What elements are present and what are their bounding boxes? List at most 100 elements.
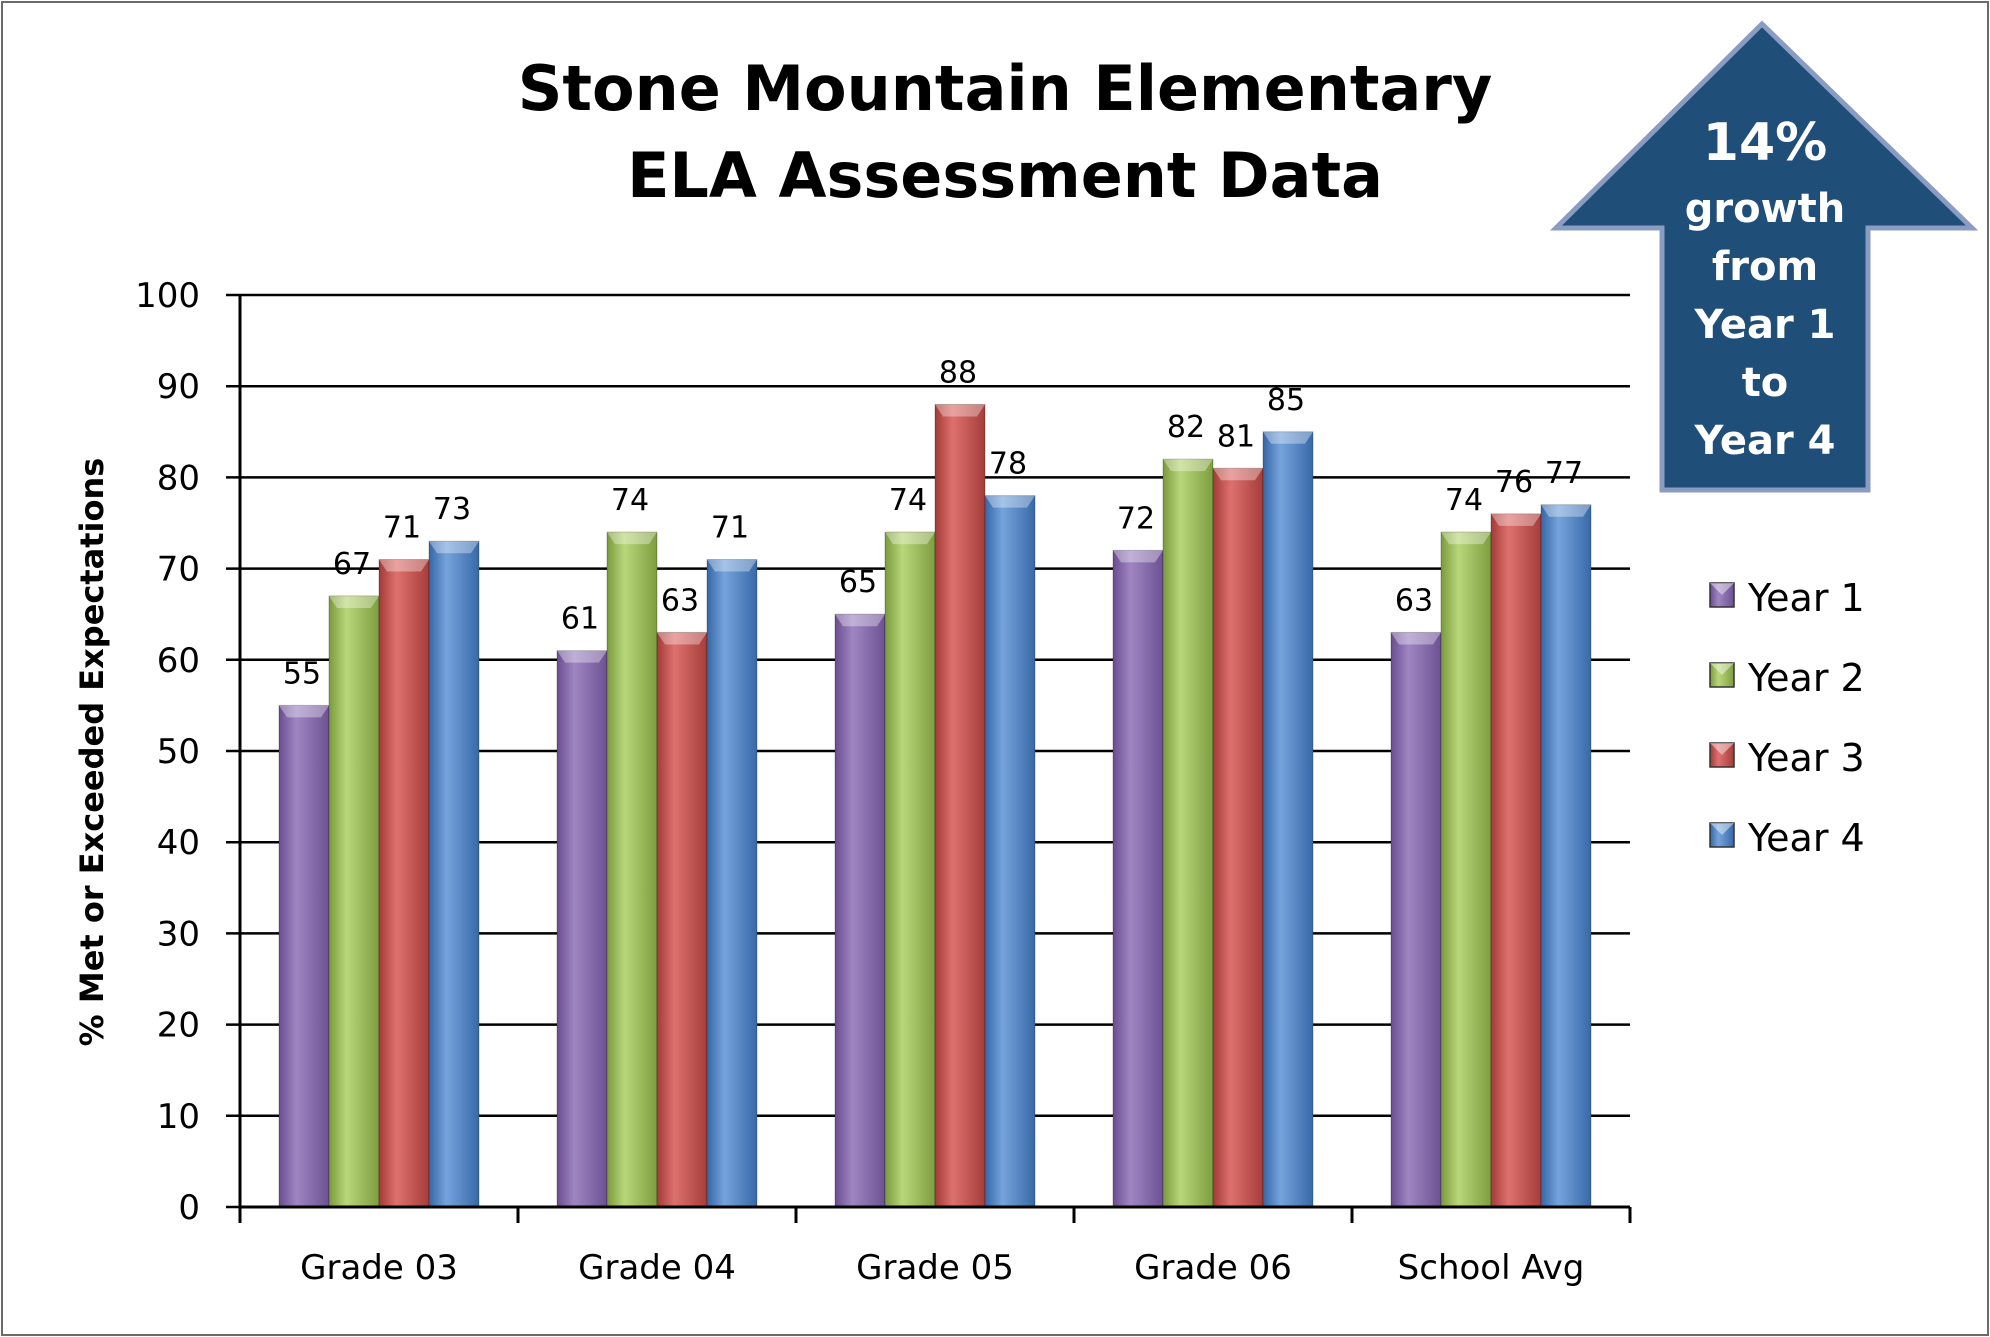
- y-tick-label: 30: [157, 914, 200, 954]
- bar-top-bevel: [279, 705, 329, 718]
- up-arrow-icon: [1549, 20, 1979, 493]
- bar: [884, 531, 936, 1208]
- y-tick-label: 80: [157, 458, 200, 498]
- y-tick-label: 90: [157, 367, 200, 407]
- bar: [1390, 631, 1442, 1208]
- y-tick-label: 60: [157, 641, 200, 681]
- data-label: 78: [989, 447, 1027, 482]
- bar: [834, 613, 886, 1208]
- legend-label: Year 1: [1747, 576, 1865, 620]
- bar-top-bevel: [1441, 532, 1491, 545]
- data-label: 81: [1217, 419, 1255, 454]
- legend-swatch-bevel: [1710, 743, 1734, 755]
- bar: [556, 650, 608, 1208]
- data-label: 77: [1545, 456, 1583, 491]
- y-tick-label: 0: [178, 1188, 200, 1228]
- y-tick-label: 10: [157, 1097, 200, 1137]
- bar: [378, 558, 430, 1208]
- axes: 0 10 20 30 40 50 60 70 80 90 100 Grade 03 Grade 04 Gr…: [135, 276, 1632, 1288]
- bar-top-bevel: [329, 595, 379, 608]
- y-tick-label: 50: [157, 732, 200, 772]
- bar-top-bevel: [1113, 550, 1163, 563]
- data-label: 76: [1495, 465, 1533, 500]
- legend-swatch-bevel: [1710, 583, 1734, 595]
- callout-line-2: growth: [1685, 186, 1845, 232]
- data-label: 61: [561, 602, 599, 637]
- bar: [984, 495, 1036, 1208]
- y-tick-label: 40: [157, 823, 200, 863]
- y-tick-label: 100: [135, 276, 200, 316]
- callout-line-4: Year 1: [1694, 302, 1836, 348]
- legend-swatch: [1709, 662, 1735, 688]
- bar-top-bevel: [1391, 632, 1441, 645]
- data-label: 67: [333, 547, 371, 582]
- data-label: 82: [1167, 410, 1205, 445]
- legend-label: Year 3: [1747, 736, 1865, 780]
- legend-label: Year 2: [1747, 656, 1865, 700]
- bar-top-bevel: [379, 559, 429, 572]
- legend-swatch: [1709, 822, 1735, 848]
- legend-swatch-bevel: [1710, 823, 1734, 835]
- callout-line-1: 14%: [1703, 113, 1827, 173]
- bar: [1112, 549, 1164, 1208]
- data-labels: 55 67 71 73 61 74 63 71 65 74 88 78 72 82 81 85 63 74 76 77: [283, 355, 1583, 691]
- bar-top-bevel: [885, 532, 935, 545]
- x-category-label: Grade 06: [1134, 1248, 1292, 1288]
- data-label: 71: [383, 510, 421, 545]
- data-label: 73: [433, 492, 471, 527]
- bar: [606, 531, 658, 1208]
- legend: Year 1 Year 2 Year 3 Year 4: [1709, 576, 1865, 860]
- x-category-label: Grade 03: [300, 1248, 458, 1288]
- data-label: 74: [611, 483, 649, 518]
- data-label: 74: [1445, 483, 1483, 518]
- bar-top-bevel: [429, 541, 479, 554]
- y-tick-label: 20: [157, 1006, 200, 1046]
- callout-line-5: to: [1742, 360, 1789, 406]
- bar-top-bevel: [1541, 504, 1591, 517]
- data-label: 85: [1267, 383, 1305, 418]
- bar-top-bevel: [935, 404, 985, 417]
- bar-top-bevel: [1163, 459, 1213, 472]
- bar-top-bevel: [607, 532, 657, 545]
- bar: [1212, 467, 1264, 1208]
- bar-top-bevel: [985, 495, 1035, 508]
- x-category-label: Grade 04: [578, 1248, 736, 1288]
- data-label: 88: [939, 355, 977, 390]
- bar: [428, 540, 480, 1208]
- legend-swatch: [1709, 582, 1735, 608]
- x-category-label: School Avg: [1398, 1248, 1585, 1288]
- x-category-label: Grade 05: [856, 1248, 1014, 1288]
- bar: [1262, 431, 1314, 1208]
- bars: [278, 403, 1592, 1208]
- callout-line-6: Year 4: [1694, 418, 1836, 464]
- bar-top-bevel: [835, 614, 885, 627]
- legend-swatch: [1709, 742, 1735, 768]
- bar-top-bevel: [1213, 468, 1263, 481]
- bar: [328, 595, 380, 1208]
- bar: [1162, 458, 1214, 1208]
- y-tick-label: 70: [157, 550, 200, 590]
- bar: [934, 403, 986, 1208]
- data-label: 72: [1117, 501, 1155, 536]
- legend-label: Year 4: [1747, 816, 1865, 860]
- data-label: 55: [283, 656, 321, 691]
- bar: [1440, 531, 1492, 1208]
- data-label: 63: [1395, 583, 1433, 618]
- bar: [656, 631, 708, 1208]
- bar-top-bevel: [657, 632, 707, 645]
- data-label: 65: [839, 565, 877, 600]
- bar-top-bevel: [707, 559, 757, 572]
- bar-top-bevel: [1491, 513, 1541, 526]
- data-label: 74: [889, 483, 927, 518]
- bar: [1540, 504, 1592, 1208]
- data-label: 71: [711, 510, 749, 545]
- growth-arrow-callout: 14% growth from Year 1 to Year 4: [1549, 20, 1979, 493]
- chart-title-line-2: ELA Assessment Data: [627, 139, 1383, 212]
- bar-top-bevel: [557, 650, 607, 663]
- legend-swatch-bevel: [1710, 663, 1734, 675]
- data-label: 63: [661, 583, 699, 618]
- bar-top-bevel: [1263, 431, 1313, 444]
- bar: [1490, 513, 1542, 1208]
- chart-title-line-1: Stone Mountain Elementary: [518, 52, 1493, 125]
